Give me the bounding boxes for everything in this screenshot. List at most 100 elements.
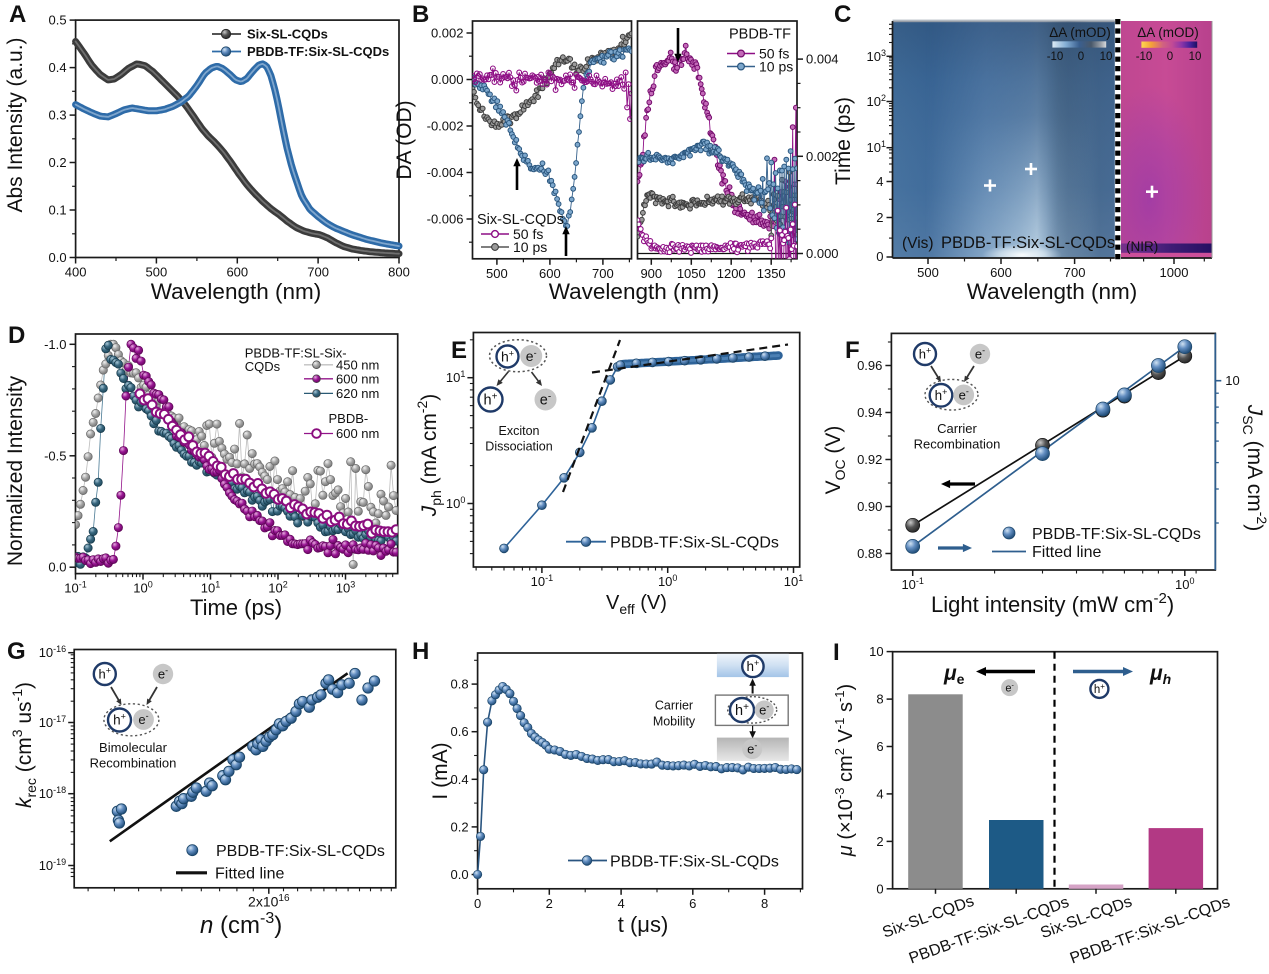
svg-text:-0.5: -0.5 bbox=[44, 448, 66, 463]
svg-text:-0.002: -0.002 bbox=[427, 119, 464, 134]
svg-text:Abs Intensity (a.u.): Abs Intensity (a.u.) bbox=[4, 37, 27, 212]
svg-text:0: 0 bbox=[876, 249, 883, 264]
svg-text:10: 10 bbox=[1189, 51, 1202, 63]
svg-text:10 ps: 10 ps bbox=[513, 239, 547, 255]
svg-text:Light intensity (mW cm-2): Light intensity (mW cm-2) bbox=[931, 590, 1174, 617]
svg-text:1000: 1000 bbox=[1160, 265, 1189, 280]
svg-text:DA (OD): DA (OD) bbox=[393, 100, 416, 179]
svg-text:500: 500 bbox=[917, 265, 939, 280]
svg-text:0.96: 0.96 bbox=[857, 358, 882, 373]
svg-text:0.3: 0.3 bbox=[49, 108, 67, 123]
svg-text:0: 0 bbox=[474, 896, 481, 911]
svg-text:700: 700 bbox=[1064, 265, 1086, 280]
svg-text:0.90: 0.90 bbox=[857, 499, 882, 514]
svg-text:2: 2 bbox=[876, 834, 883, 849]
svg-text:Fitted line: Fitted line bbox=[1032, 544, 1101, 561]
svg-text:10 ps: 10 ps bbox=[759, 59, 793, 75]
svg-text:0.4: 0.4 bbox=[451, 772, 469, 787]
svg-text:-10: -10 bbox=[1047, 51, 1064, 63]
svg-text:Dissociation: Dissociation bbox=[485, 440, 552, 454]
svg-text:50 fs: 50 fs bbox=[759, 46, 789, 62]
svg-text:600 nm: 600 nm bbox=[336, 371, 379, 386]
svg-text:G: G bbox=[7, 638, 26, 665]
svg-text:Recombination: Recombination bbox=[90, 756, 177, 771]
svg-text:6: 6 bbox=[689, 896, 696, 911]
svg-text:0: 0 bbox=[1078, 51, 1084, 63]
svg-text:Recombination: Recombination bbox=[914, 437, 1001, 452]
svg-text:Veff (V): Veff (V) bbox=[606, 592, 667, 617]
svg-text:A: A bbox=[9, 1, 26, 28]
svg-text:E: E bbox=[451, 337, 467, 364]
svg-text:0.0: 0.0 bbox=[49, 250, 67, 265]
svg-text:0: 0 bbox=[876, 881, 883, 896]
svg-text:10: 10 bbox=[869, 644, 883, 659]
svg-text:0.000: 0.000 bbox=[431, 72, 464, 87]
svg-text:μ (×10-3 cm2 V-1 s-1): μ (×10-3 cm2 V-1 s-1) bbox=[832, 684, 857, 857]
svg-text:B: B bbox=[412, 1, 429, 28]
svg-text:CQDs: CQDs bbox=[245, 359, 281, 374]
svg-text:4: 4 bbox=[617, 896, 624, 911]
svg-text:-10: -10 bbox=[1136, 51, 1153, 63]
svg-text:1350: 1350 bbox=[757, 266, 786, 281]
svg-text:e-: e- bbox=[975, 345, 985, 361]
svg-text:50 fs: 50 fs bbox=[513, 226, 543, 242]
svg-text:(Vis): (Vis) bbox=[902, 235, 934, 252]
svg-text:0.000: 0.000 bbox=[806, 246, 839, 261]
svg-text:500: 500 bbox=[486, 266, 508, 281]
svg-text:JSC (mA cm-2): JSC (mA cm-2) bbox=[1240, 404, 1269, 531]
svg-text:2: 2 bbox=[876, 210, 883, 225]
svg-text:0.94: 0.94 bbox=[857, 405, 882, 420]
svg-text:Carrier: Carrier bbox=[937, 421, 977, 436]
svg-text:450 nm: 450 nm bbox=[336, 357, 379, 372]
svg-text:600: 600 bbox=[539, 266, 561, 281]
svg-text:4: 4 bbox=[876, 174, 883, 189]
svg-text:μe: μe bbox=[943, 662, 965, 687]
svg-text:Normalized Intensity: Normalized Intensity bbox=[4, 375, 27, 566]
svg-text:krec (cm3 us-1): krec (cm3 us-1) bbox=[9, 682, 39, 808]
svg-text:PBDB-TF:Six-SL-CQDs: PBDB-TF:Six-SL-CQDs bbox=[216, 843, 385, 860]
svg-text:PBDB-TF:Six-SL-CQDs: PBDB-TF:Six-SL-CQDs bbox=[1032, 526, 1201, 543]
svg-text:Wavelength (nm): Wavelength (nm) bbox=[967, 279, 1137, 304]
svg-text:Exciton: Exciton bbox=[499, 424, 540, 438]
svg-text:600: 600 bbox=[990, 265, 1012, 280]
svg-text:0.5: 0.5 bbox=[49, 13, 67, 28]
svg-text:PBDB-: PBDB- bbox=[329, 411, 369, 426]
svg-text:PBDB-TF:Six-SL-CQDs: PBDB-TF:Six-SL-CQDs bbox=[610, 535, 779, 552]
svg-text:500: 500 bbox=[146, 265, 168, 280]
svg-text:800: 800 bbox=[388, 265, 410, 280]
svg-text:1200: 1200 bbox=[717, 266, 746, 281]
svg-text:Fitted line: Fitted line bbox=[215, 866, 284, 883]
svg-text:0: 0 bbox=[1167, 51, 1173, 63]
svg-text:Time (ps): Time (ps) bbox=[190, 595, 282, 620]
svg-text:ΔA (mOD): ΔA (mOD) bbox=[1049, 25, 1111, 40]
svg-text:1050: 1050 bbox=[677, 266, 706, 281]
svg-text:0.92: 0.92 bbox=[857, 452, 882, 467]
svg-text:h+: h+ bbox=[1094, 682, 1105, 696]
svg-text:-1.0: -1.0 bbox=[44, 337, 66, 352]
svg-text:Mobility: Mobility bbox=[653, 715, 696, 729]
svg-text:ΔA (mOD): ΔA (mOD) bbox=[1137, 25, 1199, 40]
svg-text:400: 400 bbox=[65, 265, 87, 280]
svg-text:900: 900 bbox=[640, 266, 662, 281]
svg-text:I (mA): I (mA) bbox=[429, 742, 452, 799]
svg-text:n (cm-3): n (cm-3) bbox=[200, 910, 282, 939]
svg-text:700: 700 bbox=[592, 266, 614, 281]
svg-text:620 nm: 620 nm bbox=[336, 386, 379, 401]
svg-text:4: 4 bbox=[876, 786, 883, 801]
svg-text:Time (ps): Time (ps) bbox=[832, 97, 855, 185]
svg-text:0.8: 0.8 bbox=[451, 677, 469, 692]
svg-text:0.2: 0.2 bbox=[451, 819, 469, 834]
svg-text:e-: e- bbox=[526, 348, 537, 364]
svg-text:-0.004: -0.004 bbox=[427, 165, 464, 180]
svg-text:PBDB-TF: PBDB-TF bbox=[729, 27, 791, 43]
svg-text:0.002: 0.002 bbox=[806, 149, 839, 164]
svg-text:-0.006: -0.006 bbox=[427, 212, 464, 227]
svg-text:Jph (mA cm-2): Jph (mA cm-2) bbox=[414, 394, 444, 518]
svg-text:2: 2 bbox=[546, 896, 553, 911]
svg-text:PBDB-TF:Six-SL-CQDs: PBDB-TF:Six-SL-CQDs bbox=[247, 44, 389, 59]
svg-text:0.88: 0.88 bbox=[857, 546, 882, 561]
svg-text:0.1: 0.1 bbox=[49, 203, 67, 218]
svg-text:F: F bbox=[845, 337, 860, 364]
svg-text:C: C bbox=[834, 1, 851, 28]
svg-text:0.002: 0.002 bbox=[431, 26, 464, 41]
